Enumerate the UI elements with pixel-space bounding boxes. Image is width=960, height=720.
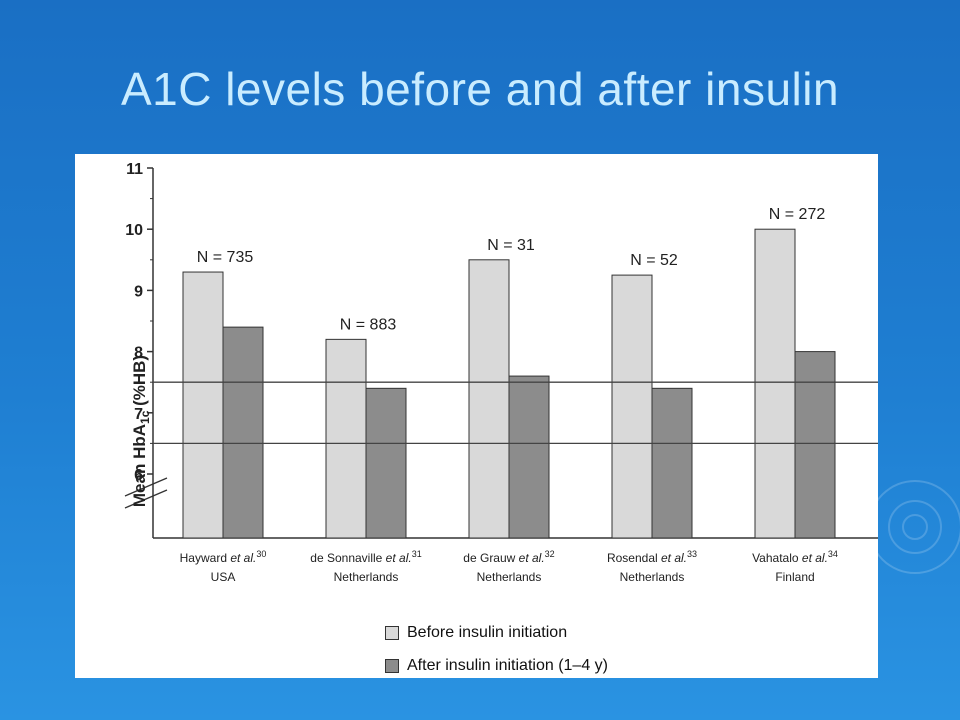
bar-chart: 6 7 8 9 10 11 N = 735 Hayward et al.30 USA N = 88… [124, 161, 878, 584]
x-tick-label-0: Hayward et al.30 [180, 549, 267, 565]
slide-title: A1C levels before and after insulin [120, 63, 840, 115]
legend-swatch-after [385, 659, 399, 673]
n-label-0: N = 735 [197, 249, 254, 266]
y-tick-label-9: 9 [134, 283, 143, 300]
bar-after-1 [365, 387, 407, 539]
axis-break-mark-1 [124, 477, 168, 497]
bar-after-0 [222, 326, 264, 539]
x-tick-label-2: de Grauw et al.32 [463, 549, 554, 565]
bar-before-4 [754, 228, 796, 539]
chart-panel: 6 7 8 9 10 11 N = 735 Hayward et al.30 USA N = 88… [75, 154, 878, 678]
bar-after-4 [794, 351, 836, 539]
legend-label-after: After insulin initiation (1–4 y) [407, 657, 608, 674]
bar-before-2 [468, 259, 510, 539]
y-tick-label-7: 7 [134, 406, 143, 423]
n-label-2: N = 31 [487, 237, 535, 254]
legend-label-before: Before insulin initiation [407, 624, 568, 641]
legend-item-after: After insulin initiation (1–4 y) [385, 657, 608, 675]
x-tick-label-3: Rosendal et al.33 [607, 549, 697, 565]
y-tick-label-10: 10 [125, 222, 143, 239]
legend-item-before: Before insulin initiation [385, 624, 567, 642]
n-label-1: N = 883 [340, 316, 397, 333]
x-tick-country-4: Finland [775, 570, 814, 584]
bar-before-3 [611, 274, 653, 539]
bar-after-3 [651, 387, 693, 539]
y-tick-label-11: 11 [126, 161, 143, 178]
ripple-decoration-small [902, 514, 928, 540]
n-label-4: N = 272 [769, 206, 826, 223]
x-tick-country-0: USA [211, 570, 236, 584]
ripple-decoration-medium [888, 500, 942, 554]
y-tick-label-6: 6 [134, 467, 143, 484]
axis-break-mark-2 [124, 489, 168, 509]
bar-before-1 [325, 338, 367, 539]
x-tick-label-4: Vahatalo et al.34 [752, 549, 838, 565]
x-tick-country-1: Netherlands [334, 570, 399, 584]
x-tick-label-1: de Sonnaville et al.31 [310, 549, 421, 565]
bar-after-2 [508, 375, 550, 539]
y-tick-label-8: 8 [134, 345, 143, 362]
bar-before-0 [182, 271, 224, 539]
n-label-3: N = 52 [630, 252, 678, 269]
x-tick-country-2: Netherlands [477, 570, 542, 584]
legend-swatch-before [385, 626, 399, 640]
x-tick-country-3: Netherlands [620, 570, 685, 584]
